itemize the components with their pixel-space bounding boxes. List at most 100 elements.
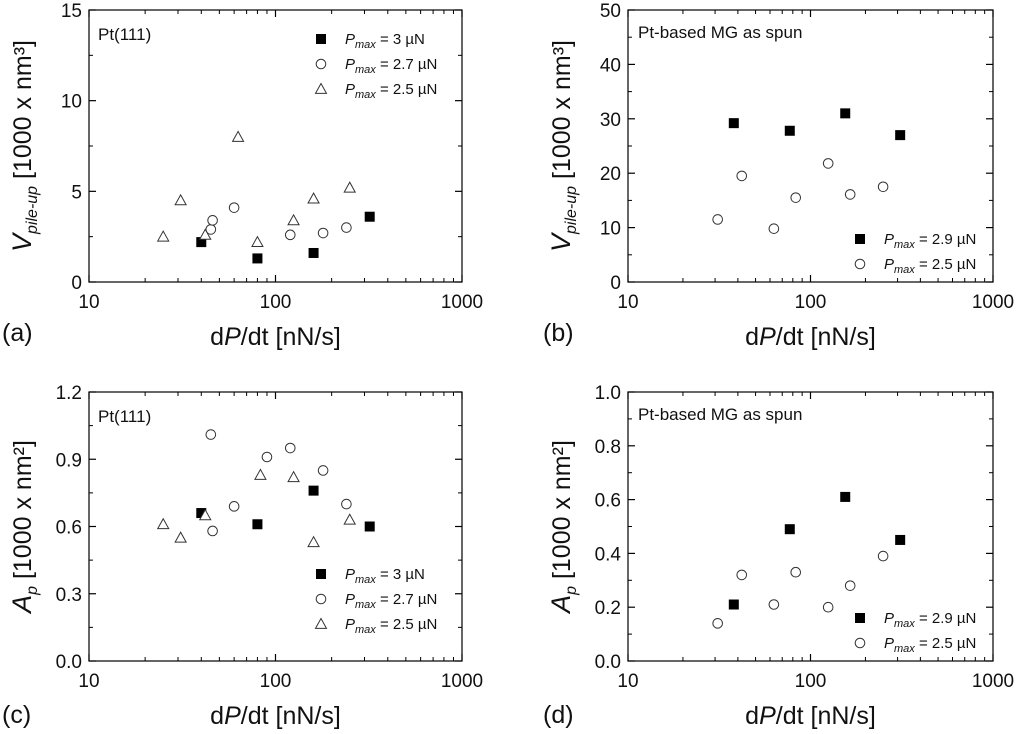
data-point (790, 566, 802, 578)
data-point (307, 192, 320, 204)
legend-label: Pmax = 2.9 µN (884, 231, 976, 251)
legend-marker (314, 617, 328, 629)
data-point (840, 491, 851, 502)
plot-title: Pt-based MG as spun (638, 23, 802, 42)
legend-label: Pmax = 2.5 µN (884, 256, 976, 276)
data-point (364, 521, 375, 532)
y-axis-label: Ap [1000 x nm²] (546, 440, 580, 615)
data-point (728, 118, 739, 129)
data-point (317, 227, 329, 239)
legend-marker (854, 637, 866, 649)
x-tick-label: 100 (260, 671, 292, 692)
x-tick-label: 1000 (972, 671, 1014, 692)
x-tick-label: 1000 (972, 292, 1014, 313)
data-point (712, 214, 723, 225)
data-point (341, 498, 352, 510)
data-point (254, 468, 267, 480)
data-point (784, 524, 795, 535)
data-point (174, 531, 187, 543)
data-point (895, 534, 906, 545)
y-tick-label: 0.0 (595, 652, 621, 673)
plot-title: Pt(111) (98, 25, 151, 44)
data-point (287, 470, 300, 483)
data-point (736, 569, 748, 581)
x-tick-label: 10 (617, 292, 638, 313)
legend: Pmax = 3 µN Pmax = 2.7 µN Pmax = 2.5 µN (314, 566, 437, 636)
data-point (174, 193, 187, 206)
legend-marker (315, 593, 327, 605)
chart-panel-a: 10 100 1000 0 5 10 15 Pt(111) dP/dt [nN/s] Vpile-… (2, 1, 483, 351)
data-point (287, 213, 300, 226)
series-filled-square (728, 491, 906, 610)
y-tick-label: 0.9 (56, 450, 82, 471)
data-point (207, 525, 218, 537)
series-open-triangle (156, 130, 357, 248)
series-filled-square (196, 485, 375, 532)
data-point (284, 229, 296, 241)
data-point (261, 451, 273, 463)
legend: Pmax = 2.9 µN Pmax = 2.5 µN (854, 231, 976, 276)
legend-label: Pmax = 2.9 µN (884, 610, 976, 630)
data-point (317, 465, 329, 476)
data-point (895, 130, 906, 141)
legend-label: Pmax = 2.7 µN (345, 56, 437, 76)
panel-label: (d) (543, 701, 574, 729)
data-point (877, 550, 889, 562)
y-tick-label: 1.2 (56, 383, 82, 404)
series-filled-square (196, 211, 375, 264)
data-point (822, 601, 834, 613)
data-point (877, 181, 889, 193)
data-point (252, 253, 263, 264)
data-point (840, 108, 851, 119)
data-point (228, 501, 240, 512)
x-tick-label: 100 (795, 292, 827, 313)
plot-title: Pt-based MG as spun (638, 405, 802, 424)
data-point (207, 215, 218, 226)
series-open-circle (712, 550, 889, 629)
y-tick-label: 0.3 (56, 585, 82, 606)
y-tick-label: 0.8 (595, 437, 621, 458)
data-point (728, 599, 739, 610)
data-point (205, 429, 217, 440)
x-axis-label: dP/dt [nN/s] (210, 323, 341, 351)
x-tick-label: 100 (260, 292, 292, 313)
data-point (343, 513, 357, 525)
data-point (307, 535, 320, 548)
x-tick-label: 10 (617, 671, 638, 692)
y-axis-label: Vpile-up [1000 x nm³] (7, 40, 41, 252)
series-open-triangle (156, 468, 357, 548)
x-tick-label: 100 (795, 671, 827, 692)
legend-marker (314, 82, 328, 94)
data-point (198, 508, 212, 521)
plot-frame (88, 9, 463, 283)
y-tick-label: 0.4 (595, 544, 622, 565)
y-axis-label: Vpile-up [1000 x nm³] (546, 40, 580, 252)
x-axis-label: dP/dt [nN/s] (745, 323, 876, 351)
legend-label: Pmax = 2.5 µN (345, 616, 437, 636)
series-open-circle (712, 158, 889, 234)
y-axis-label: Ap [1000 x nm²] (7, 440, 41, 615)
data-point (822, 158, 834, 169)
legend-marker (855, 613, 865, 623)
series-open-circle (205, 202, 352, 241)
panel-label: (b) (543, 319, 574, 347)
data-point (768, 599, 780, 610)
data-point (228, 202, 240, 213)
chart-panel-d: 10 100 1000 0.0 0.2 0.4 0.6 0.8 1.0 Pt-based MG a… (543, 383, 1014, 730)
data-point (341, 222, 352, 233)
x-axis-label: dP/dt [nN/s] (210, 702, 341, 730)
data-point (844, 580, 856, 591)
legend-marker (316, 569, 326, 579)
legend: Pmax = 3 µN Pmax = 2.7 µN Pmax = 2.5 µN (314, 31, 437, 101)
y-tick-label: 40 (600, 55, 621, 76)
data-point (308, 247, 319, 258)
data-point (712, 618, 723, 629)
y-tick-label: 0.2 (595, 598, 621, 619)
x-tick-label: 10 (78, 292, 99, 313)
x-tick-label: 1000 (441, 671, 483, 692)
y-tick-label: 10 (61, 92, 82, 113)
data-point (308, 485, 319, 496)
y-tick-label: 30 (600, 110, 621, 131)
